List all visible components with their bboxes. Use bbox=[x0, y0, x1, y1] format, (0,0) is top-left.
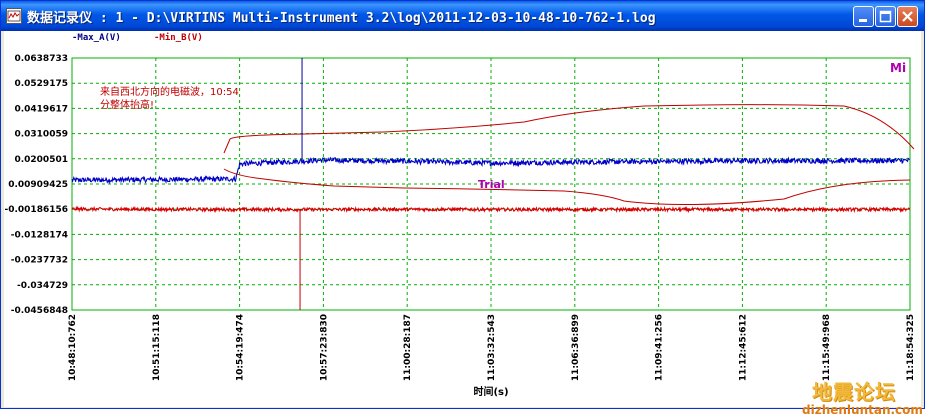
watermark-url: dizhenluntan.com bbox=[802, 403, 923, 417]
data-logger-chart[interactable]: 0.0638733 0.0529175 0.0419617 0.0310059 0.02… bbox=[4, 31, 921, 407]
x-tick-label: 10:54:19:474 bbox=[236, 314, 246, 381]
x-tick-label: 10:48:10:762 bbox=[68, 314, 78, 381]
y-tick-label: 0.0638733 bbox=[14, 54, 68, 64]
title-bar[interactable]: 数据记录仪 : 1 - D:\VIRTINS Multi-Instrument … bbox=[1, 1, 924, 31]
close-button[interactable] bbox=[897, 6, 918, 27]
y-tick-label: 0.0419617 bbox=[14, 104, 68, 114]
cursor-group bbox=[299, 58, 303, 310]
app-icon[interactable] bbox=[6, 8, 22, 24]
trial-label: Trial bbox=[478, 178, 505, 191]
y-tick-label: -0.0456848 bbox=[11, 306, 68, 316]
minimize-icon bbox=[859, 19, 867, 22]
y-tick-label: 0.00909425 bbox=[8, 180, 68, 190]
x-tick-label: 11:06:36:899 bbox=[571, 314, 581, 381]
legend-series-a: -Max_A(V) bbox=[72, 33, 121, 43]
annotation-line-1: 来自西北方向的电磁波，10:54 bbox=[100, 85, 239, 98]
annotation-line-2: 分整体抬高! bbox=[100, 98, 154, 111]
y-tick-label: -0.0128174 bbox=[11, 230, 68, 240]
x-tick-label: 11:18:54:325 bbox=[906, 314, 916, 381]
series-group bbox=[71, 156, 911, 214]
corner-label: Mi bbox=[890, 61, 906, 75]
y-tick-label: 0.0529175 bbox=[14, 79, 68, 89]
x-tick-label: 11:00:28:187 bbox=[403, 314, 413, 381]
series-line-min-b bbox=[71, 205, 911, 214]
minimize-button[interactable] bbox=[853, 6, 874, 27]
y-tick-label: 0.0200501 bbox=[14, 155, 68, 165]
overlay-group: Trial Mi 来自西北方向的电磁波，10:54 分整体抬高! bbox=[100, 61, 915, 206]
x-tick-label: 11:09:41:256 bbox=[655, 314, 665, 381]
window-title: 数据记录仪 : 1 - D:\VIRTINS Multi-Instrument … bbox=[27, 11, 656, 26]
close-icon bbox=[902, 11, 913, 22]
watermark-logo: 地震论坛 bbox=[812, 380, 896, 404]
maximize-icon bbox=[879, 10, 892, 23]
y-tick-label: -0.00186156 bbox=[4, 205, 68, 215]
y-tick-label: -0.034729 bbox=[17, 281, 68, 291]
x-tick-label: 11:03:32:543 bbox=[487, 314, 497, 381]
x-tick-label: 11:15:49:968 bbox=[822, 314, 832, 381]
y-tick-label: 0.0310059 bbox=[14, 130, 68, 140]
legend-series-b: -Min_B(V) bbox=[154, 33, 203, 43]
x-tick-label: 10:57:23:830 bbox=[319, 314, 329, 381]
maximize-button[interactable] bbox=[875, 6, 896, 27]
y-tick-label: -0.0237732 bbox=[11, 256, 68, 266]
x-tick-label: 10:51:15:118 bbox=[152, 314, 162, 381]
y-axis-ticks: 0.0638733 0.0529175 0.0419617 0.0310059 0.02… bbox=[4, 54, 68, 316]
x-axis-label: 时间(s) bbox=[473, 385, 508, 398]
series-line-max-a bbox=[71, 156, 911, 185]
x-axis-ticks: 10:48:10:762 10:51:15:118 10:54:19:474 10:5… bbox=[68, 314, 916, 381]
trial-highlight-outline bbox=[223, 104, 915, 206]
chart-area[interactable]: -Max_A(V) -Min_B(V) 0.0638733 0.0529175 0.… bbox=[4, 31, 923, 417]
x-tick-label: 11:12:45:612 bbox=[738, 314, 748, 381]
